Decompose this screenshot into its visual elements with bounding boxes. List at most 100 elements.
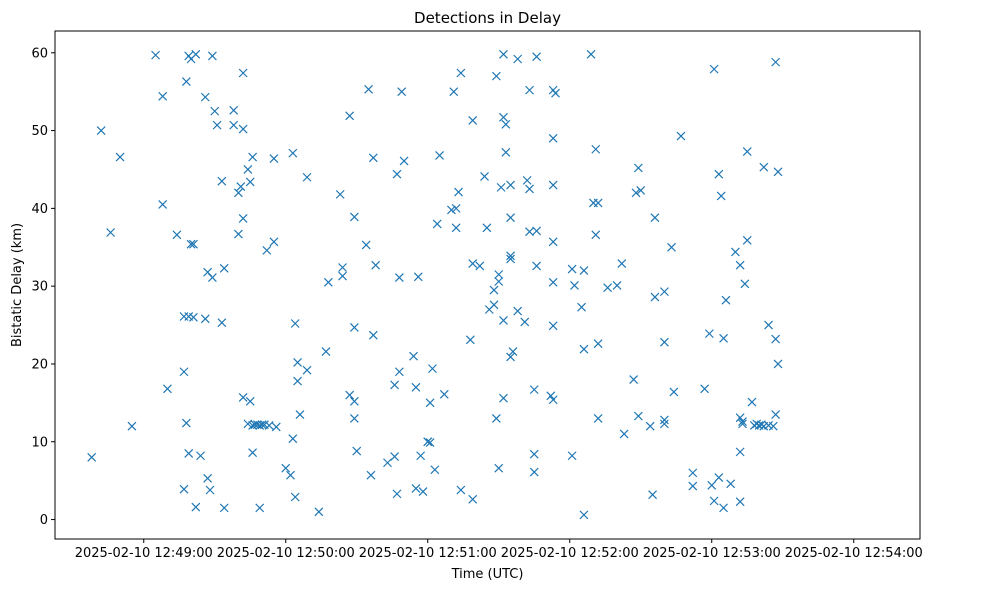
data-point xyxy=(525,227,534,237)
data-point xyxy=(577,302,586,312)
data-point xyxy=(368,153,378,163)
data-point xyxy=(480,172,489,181)
x-tick-label: 2025-02-10 12:49:00 xyxy=(75,546,213,561)
data-point xyxy=(489,300,499,310)
data-point xyxy=(229,120,239,130)
data-point xyxy=(494,270,504,279)
data-point xyxy=(735,260,745,270)
data-point xyxy=(281,463,291,473)
data-point xyxy=(506,180,515,190)
data-point xyxy=(366,470,376,480)
data-point xyxy=(579,510,589,520)
data-point xyxy=(714,169,724,179)
data-point xyxy=(205,485,215,495)
data-point xyxy=(532,261,542,271)
data-point xyxy=(451,203,461,213)
data-point xyxy=(468,116,478,125)
data-point xyxy=(738,417,747,426)
data-point xyxy=(390,380,400,390)
data-point xyxy=(432,219,442,229)
data-point xyxy=(335,189,345,199)
data-point xyxy=(771,334,781,344)
y-axis-label: Bistatic Delay (km) xyxy=(10,223,25,347)
data-point xyxy=(532,226,542,236)
x-tick-label: 2025-02-10 12:51:00 xyxy=(359,546,497,561)
data-point xyxy=(115,152,125,162)
data-point xyxy=(501,119,511,129)
data-point xyxy=(392,169,402,179)
data-point xyxy=(709,64,719,74)
data-point xyxy=(361,240,371,250)
data-point xyxy=(243,419,253,429)
data-point xyxy=(430,465,440,475)
data-point xyxy=(321,347,331,356)
data-point xyxy=(383,458,392,468)
data-point xyxy=(179,312,189,321)
data-point xyxy=(648,490,657,500)
data-point xyxy=(742,235,752,245)
data-point xyxy=(302,365,312,375)
data-point xyxy=(716,191,726,201)
data-point xyxy=(740,279,750,289)
x-axis-label: Time (UTC) xyxy=(451,567,524,582)
data-point xyxy=(416,451,426,461)
data-point xyxy=(189,239,198,249)
data-point xyxy=(513,306,523,316)
data-point xyxy=(468,494,478,504)
data-point xyxy=(364,84,374,94)
x-tick-label: 2025-02-10 12:53:00 xyxy=(643,546,781,561)
data-point xyxy=(243,165,253,174)
data-point xyxy=(345,111,355,121)
data-point xyxy=(629,375,639,384)
x-axis: 2025-02-10 12:49:00 2025-02-10 12:50:00 20… xyxy=(75,539,923,561)
data-point xyxy=(567,451,577,461)
data-point xyxy=(162,384,172,394)
data-point xyxy=(394,367,404,377)
data-point xyxy=(773,167,783,177)
data-point xyxy=(349,212,359,222)
data-point xyxy=(286,470,295,480)
data-point xyxy=(506,213,515,223)
data-point xyxy=(704,329,714,339)
data-point xyxy=(217,318,227,328)
data-point xyxy=(217,176,227,186)
data-point xyxy=(591,230,601,240)
data-point xyxy=(207,273,217,283)
data-point xyxy=(423,437,433,447)
data-point xyxy=(257,420,267,430)
data-point xyxy=(759,162,769,172)
data-point xyxy=(636,186,646,195)
data-point xyxy=(659,287,669,297)
data-point xyxy=(603,283,613,293)
data-point xyxy=(302,172,312,182)
data-point xyxy=(465,335,475,345)
data-point xyxy=(238,214,248,223)
data-point xyxy=(529,449,539,459)
data-point xyxy=(435,151,445,160)
data-point xyxy=(494,463,504,473)
data-point xyxy=(707,480,717,490)
data-point xyxy=(593,339,603,349)
y-tick-label: 0 xyxy=(40,513,48,528)
data-point xyxy=(439,389,449,399)
data-point xyxy=(579,266,589,276)
data-point xyxy=(742,147,752,157)
data-point xyxy=(245,396,255,406)
y-tick-label: 60 xyxy=(31,46,48,61)
data-point xyxy=(345,390,355,400)
data-point xyxy=(456,485,466,495)
data-point xyxy=(349,396,359,406)
data-point xyxy=(87,452,97,462)
data-point xyxy=(489,285,499,295)
data-point xyxy=(262,245,272,255)
data-point xyxy=(248,152,258,162)
data-point xyxy=(529,467,539,477)
data-point xyxy=(669,387,679,397)
y-tick-label: 30 xyxy=(31,280,48,295)
data-point xyxy=(548,321,558,331)
data-point xyxy=(392,489,402,499)
data-point xyxy=(496,182,506,192)
data-point xyxy=(522,175,532,185)
data-point xyxy=(200,92,210,102)
